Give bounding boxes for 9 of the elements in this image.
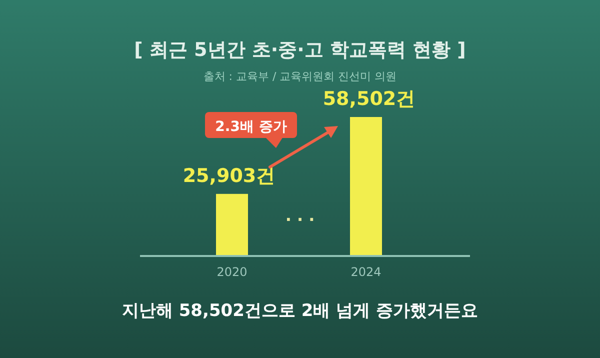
text: 지난해 58,502건으로 2배 넘게 증가했거든요: [122, 301, 478, 321]
data-label: 58,502건: [322, 88, 416, 110]
x-tick-label: 2020: [216, 265, 248, 279]
annotation: · · ·: [285, 210, 315, 229]
chart-title: [ 최근 5년간 초·중·고 학교폭력 현황 ]: [134, 39, 466, 61]
annotation: 2.3배 증가: [215, 119, 287, 135]
data-label: 25,903건: [182, 164, 276, 187]
x-tick-label: 2024: [350, 265, 382, 279]
chart-subtitle: 출처 : 교육부 / 교육위원회 진선미 의원: [203, 70, 397, 83]
